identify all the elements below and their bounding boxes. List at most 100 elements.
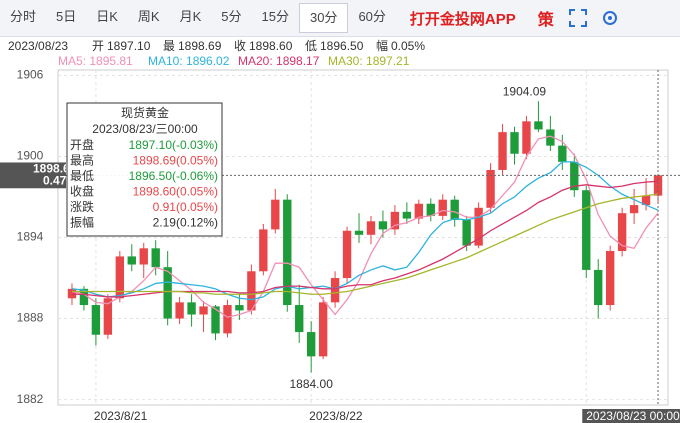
candle-body (235, 305, 244, 311)
tooltip-label: 最低 (70, 169, 94, 183)
tab[interactable]: 月K (179, 9, 202, 24)
y-tick-label: 1888 (17, 311, 44, 325)
candle-body (438, 199, 447, 216)
candle-body (510, 132, 519, 154)
candle-body (79, 288, 89, 306)
candle-body (462, 219, 471, 246)
candle-body (259, 229, 268, 272)
ma-line (71, 193, 659, 295)
candle-body (211, 306, 220, 334)
candle-body (402, 211, 412, 219)
tooltip-label: 收盘 (70, 184, 94, 199)
price-marker-change: 0.47 (43, 174, 67, 188)
tab[interactable]: 30分 (298, 3, 349, 33)
candle-body (546, 129, 555, 146)
tab[interactable]: 60分 (358, 9, 386, 24)
ma-line (71, 180, 659, 298)
tab[interactable]: 15分 (261, 9, 289, 24)
legend-entry: MA30: 1897.21 (328, 54, 410, 68)
info-label: 幅 (376, 38, 388, 53)
info-value: 1898.60 (249, 39, 293, 53)
tab[interactable]: 5分 (221, 9, 242, 24)
y-tick-label: 1894 (17, 230, 44, 244)
info-value: 1898.69 (178, 39, 222, 53)
candle-body (283, 199, 292, 306)
info-value: 1897.10 (107, 39, 151, 53)
price-marker: 1898.600.47 (0, 162, 67, 189)
candle-body (605, 251, 615, 306)
candle-body (617, 213, 627, 252)
info-value: 0.05% (391, 39, 425, 53)
candle-body (570, 161, 579, 191)
low-annotation: 1884.00 (289, 377, 333, 391)
tab[interactable]: 分时 (10, 9, 37, 24)
legend-entry: MA20: 1898.17 (238, 54, 320, 68)
candle-body (486, 169, 495, 208)
ma-line (71, 161, 659, 301)
info-label: 开 (92, 39, 104, 53)
info-label: 最 (163, 39, 175, 53)
candle-body (127, 256, 136, 265)
candle-body (342, 230, 352, 279)
tab[interactable]: 周K (137, 9, 160, 24)
candle-body (426, 203, 435, 216)
settings-icon[interactable] (600, 8, 620, 28)
candle-body (354, 230, 364, 235)
tab[interactable]: 5日 (56, 9, 77, 24)
tab-bar: 分时 5日 日K 周K 月K 5分 15分 30分 60分 打开金投网APP 策 (0, 0, 680, 37)
info-date: 2023/08/23 (8, 39, 68, 53)
candle-body (163, 267, 172, 319)
candle-body (366, 221, 376, 235)
x-label-bg (582, 409, 680, 423)
candle-body (450, 199, 459, 220)
legend-entry: MA10: 1896.02 (148, 54, 230, 68)
x-tick-label: 2023/08/23 00:00 (586, 409, 680, 423)
candle-body (199, 306, 208, 315)
tab[interactable]: 日K (96, 9, 118, 24)
candle-body (247, 271, 256, 311)
tooltip-label: 开盘 (70, 137, 94, 152)
fullscreen-icon[interactable] (568, 8, 588, 28)
candle-body (582, 190, 591, 270)
candle-body (534, 121, 543, 130)
candle-body (629, 205, 639, 214)
candle-body (318, 302, 328, 357)
tab-list: 分时 5日 日K 周K 月K 5分 15分 30分 60分 (0, 3, 396, 33)
x-tick-label: 2023/8/22 (309, 409, 363, 423)
candle-body (498, 132, 507, 170)
candle-body (91, 305, 101, 335)
tooltip-label: 振幅 (70, 215, 94, 230)
candle-body (378, 221, 388, 230)
price-marker-bg (0, 162, 66, 189)
y-tick-label: 1882 (17, 392, 44, 406)
tooltip-value: 1898.60(0.05%) (133, 185, 218, 199)
candle-body (390, 211, 400, 230)
candle-body (223, 305, 232, 334)
tooltip-value: 1896.50(-0.06%) (129, 169, 218, 183)
brand-link[interactable]: 打开金投网APP (409, 10, 516, 28)
candle-body (641, 195, 651, 206)
candle-body (67, 288, 77, 299)
ma-line (71, 135, 659, 318)
info-label: 收 (234, 39, 246, 53)
tooltip-label: 涨跌 (70, 199, 94, 214)
y-tick-label: 1906 (17, 68, 44, 82)
strategy-button[interactable]: 策 (537, 12, 554, 29)
x-tick-label: 2023/8/21 (94, 409, 148, 423)
candle-body (594, 269, 603, 306)
tooltip-title: 现货黄金 (121, 105, 169, 120)
plot-border (57, 69, 669, 406)
candle-body (558, 145, 567, 162)
candle-body (187, 302, 196, 315)
candle-body (474, 207, 483, 246)
candle-body (330, 278, 340, 303)
candle-body (653, 175, 663, 196)
y-tick-label: 1900 (17, 149, 44, 163)
tooltip-value: 2.19(0.12%) (153, 216, 218, 230)
tooltip-label: 最高 (70, 153, 94, 168)
candle-body (522, 121, 531, 154)
info-label: 低 (305, 39, 317, 53)
